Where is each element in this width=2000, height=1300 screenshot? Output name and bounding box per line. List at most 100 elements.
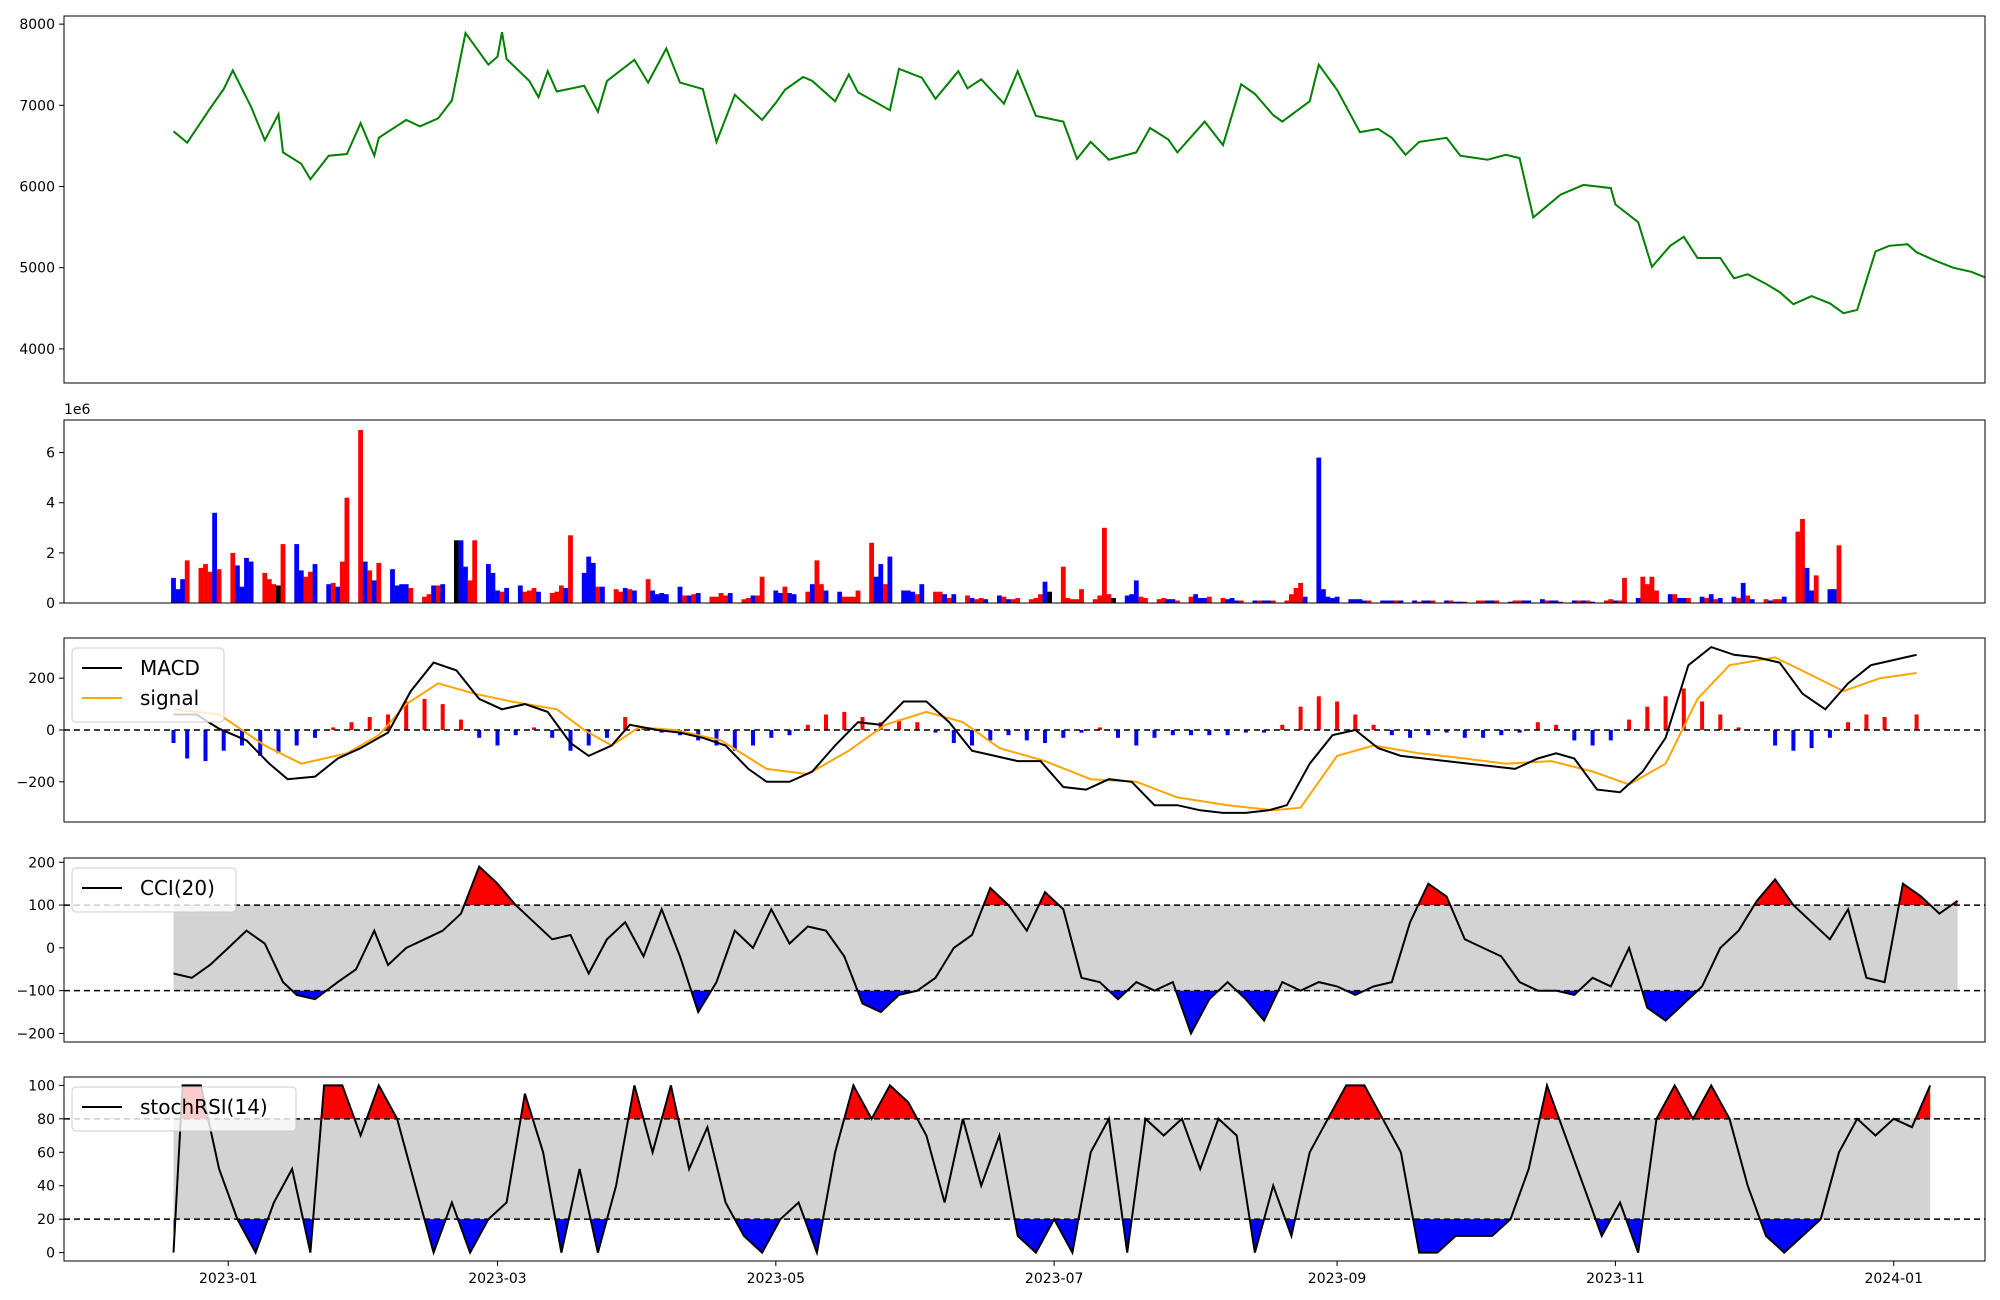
volume-bar bbox=[1006, 599, 1011, 603]
volume-bar bbox=[659, 593, 665, 603]
volume-bar bbox=[714, 596, 719, 603]
volume-bar bbox=[1047, 591, 1052, 603]
volume-bar bbox=[1444, 600, 1449, 603]
volume-bar bbox=[997, 595, 1002, 603]
macd-histogram-bar bbox=[1225, 730, 1230, 736]
volume-bar bbox=[1521, 600, 1527, 603]
axes-frame bbox=[63, 1076, 1986, 1262]
volume-bar bbox=[723, 595, 728, 603]
volume-bar bbox=[942, 594, 947, 603]
volume-bar bbox=[677, 586, 683, 603]
y-tick-label: 100 bbox=[28, 1078, 55, 1094]
legend-box bbox=[71, 1086, 297, 1132]
volume-bar bbox=[686, 595, 692, 603]
volume-bar bbox=[1608, 599, 1614, 603]
macd-histogram-bar bbox=[714, 730, 719, 746]
volume-bar bbox=[1033, 598, 1039, 603]
volume-bar bbox=[490, 572, 496, 603]
volume-bar bbox=[212, 512, 217, 603]
volume-bar bbox=[1362, 600, 1367, 603]
volume-bar bbox=[1590, 601, 1595, 603]
volume-bar bbox=[590, 562, 596, 603]
volume-bar bbox=[1576, 600, 1582, 603]
volume-bar bbox=[440, 584, 446, 603]
macd-histogram-bar bbox=[294, 730, 299, 746]
cci-plot bbox=[64, 864, 1985, 1036]
macd-histogram-bar bbox=[1572, 730, 1577, 741]
volume-bar bbox=[531, 588, 537, 603]
y-tick-label: 80 bbox=[37, 1112, 55, 1128]
stochrsi-band bbox=[173, 1118, 1931, 1220]
macd-histogram-bar bbox=[1914, 714, 1919, 730]
volume-bar bbox=[1489, 600, 1495, 603]
macd-histogram-bar bbox=[897, 719, 901, 730]
volume-bar bbox=[919, 584, 925, 603]
volume-bar bbox=[819, 584, 824, 603]
volume-bar bbox=[1092, 599, 1098, 603]
volume-bar bbox=[426, 594, 432, 603]
volume-bar bbox=[175, 589, 181, 603]
volume-bar bbox=[1699, 596, 1705, 603]
macd-histogram-bar bbox=[386, 714, 390, 730]
volume-bar bbox=[1571, 600, 1577, 603]
macd-histogram-bar bbox=[532, 727, 536, 730]
volume-bar bbox=[1079, 589, 1084, 603]
macd-histogram-bar bbox=[1809, 730, 1814, 749]
volume-bar bbox=[1745, 595, 1751, 603]
macd-histogram-bar bbox=[404, 701, 409, 730]
volume-bar bbox=[869, 542, 874, 603]
y-tick-label: 40 bbox=[37, 1179, 55, 1195]
volume-bar bbox=[1667, 594, 1673, 603]
legend-box bbox=[71, 867, 237, 913]
macd-histogram-bar bbox=[1097, 727, 1102, 730]
volume-bar bbox=[691, 594, 697, 603]
volume-bar bbox=[1352, 599, 1358, 603]
volume-bar bbox=[1476, 600, 1481, 603]
macd-histogram-bar bbox=[951, 730, 956, 743]
volume-bar bbox=[837, 591, 843, 603]
stochrsi-overbought-fill bbox=[173, 1085, 1931, 1119]
volume-bar bbox=[1348, 599, 1354, 603]
price-panel: 4000 5000 6000 7000 8000 bbox=[19, 15, 1986, 384]
macd-histogram-bar bbox=[623, 717, 628, 730]
volume-bar bbox=[390, 569, 395, 603]
volume-bar bbox=[1060, 566, 1066, 603]
macd-histogram-bar bbox=[1864, 714, 1869, 730]
volume-bar bbox=[1129, 594, 1135, 603]
y-tick-label: 6000 bbox=[19, 180, 55, 196]
volume-bar bbox=[778, 593, 783, 603]
price-plot bbox=[172, 30, 1985, 315]
volume-bar bbox=[1102, 527, 1107, 603]
volume-bar bbox=[207, 571, 213, 603]
macd-histogram-bar bbox=[1882, 717, 1887, 730]
volume-bar bbox=[791, 594, 797, 603]
macd-histogram-bar bbox=[1189, 730, 1193, 736]
volume-bar bbox=[914, 594, 920, 603]
volume-bar bbox=[663, 594, 669, 603]
volume-bar bbox=[1028, 599, 1034, 603]
volume-bar bbox=[1143, 598, 1148, 603]
volume-bar bbox=[1366, 600, 1372, 603]
volume-bar bbox=[1777, 599, 1783, 603]
macd-histogram-bar bbox=[203, 730, 208, 762]
volume-bar bbox=[622, 588, 628, 603]
macd-histogram-bar bbox=[568, 730, 573, 751]
volume-bar bbox=[344, 497, 350, 603]
volume-bar bbox=[330, 582, 336, 603]
volume-bar bbox=[1480, 600, 1486, 603]
volume-bar bbox=[563, 588, 569, 603]
volume-bar bbox=[266, 579, 272, 603]
x-tick-label: 2023-07 bbox=[1025, 1271, 1084, 1287]
y-tick-label: 0 bbox=[46, 1246, 55, 1262]
volume-bar bbox=[755, 595, 760, 603]
volume-bar bbox=[1781, 596, 1787, 603]
signal-line bbox=[173, 656, 1917, 812]
y-tick-label: −100 bbox=[17, 984, 55, 1000]
volume-bar bbox=[632, 590, 637, 603]
volume-bar bbox=[308, 571, 313, 603]
y-tick-label: −200 bbox=[17, 775, 55, 791]
volume-bar bbox=[855, 590, 861, 603]
volume-bar bbox=[1585, 600, 1591, 603]
volume-bar bbox=[568, 535, 573, 603]
